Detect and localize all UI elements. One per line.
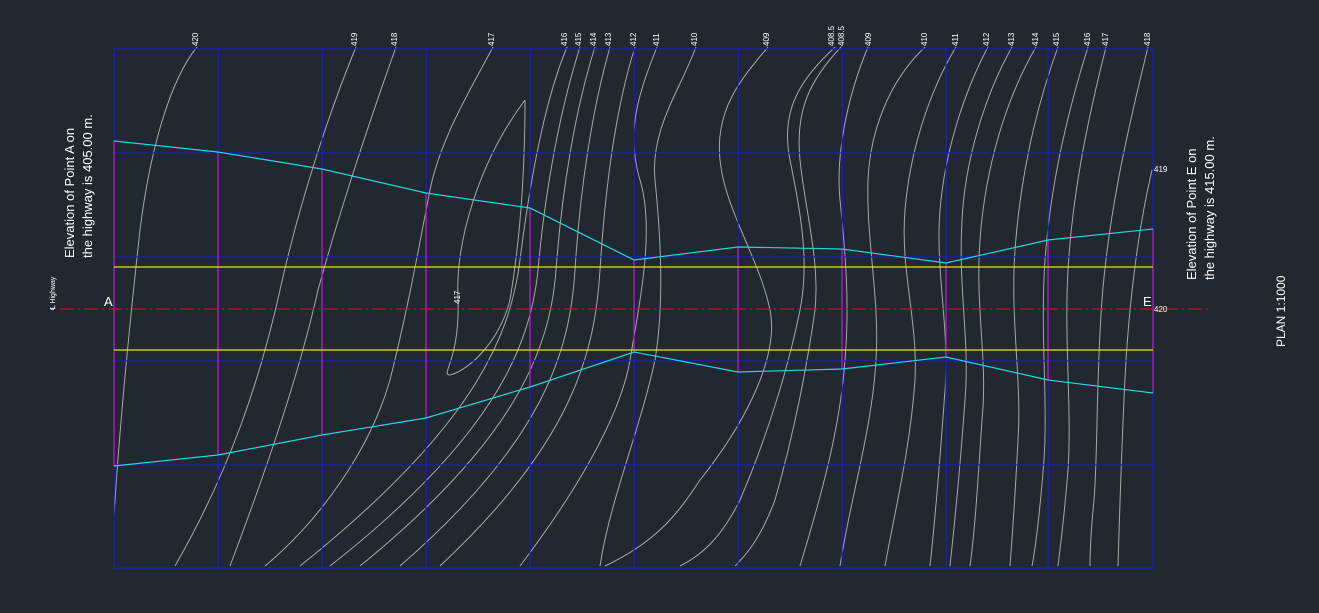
contour-line [1057, 46, 1107, 567]
plan-scale-label: PLAN 1:1000 [1274, 275, 1288, 347]
contour-elevation-label: 417 [487, 32, 496, 46]
contour-line [1089, 46, 1149, 567]
contour-label-419-right: 419 [1154, 165, 1168, 174]
note-point-e-line1: Elevation of Point E on [1184, 148, 1199, 280]
contour-elevation-label: 419 [350, 32, 359, 46]
point-e-label: E [1143, 294, 1152, 309]
contour-elevation-label: 408.5 [827, 25, 836, 46]
cut-fill-boundary-upper [113, 140, 1154, 264]
contour-elevation-label: 413 [1007, 32, 1016, 46]
contour-elevation-label: 412 [629, 32, 638, 46]
note-point-a-line2: the highway is 405.00 m. [80, 114, 95, 258]
contour-elevation-label: 416 [1083, 32, 1092, 46]
contour-line [604, 46, 772, 567]
contour-line [884, 46, 957, 567]
contour-elevation-label: 417 [1101, 32, 1110, 46]
contour-line [949, 46, 1013, 567]
contour-lines [113, 46, 1153, 567]
contour-line [174, 46, 357, 567]
contour-line [969, 46, 1037, 567]
contour-elevation-label: 416 [560, 32, 569, 46]
contour-line [839, 46, 926, 567]
contour-line [359, 46, 596, 567]
contour-elevation-labels: 420 419 418 417 416 415 414 413 412 411 410 409 408.… [191, 25, 1152, 46]
contour-line [299, 46, 568, 567]
contour-elevation-label: 418 [1143, 32, 1152, 46]
contour-line [799, 46, 869, 567]
contour-elevation-label: 415 [1052, 32, 1061, 46]
contour-elevation-label: 408.5 [837, 25, 846, 46]
contour-elevation-label: 409 [762, 32, 771, 46]
contour-elevation-label: 415 [574, 32, 583, 46]
contour-elevation-label: 413 [604, 32, 613, 46]
contour-line [929, 46, 989, 567]
contour-line [1031, 46, 1089, 567]
station-lines [113, 141, 1154, 466]
contour-elevation-label: 414 [589, 32, 598, 46]
contour-elevation-label: 409 [864, 32, 873, 46]
contour-line [229, 46, 397, 567]
contour-line [599, 46, 697, 567]
contour-label-417-mid: 417 [453, 290, 462, 304]
contour-line [519, 46, 658, 567]
cut-fill-boundary-lower [113, 351, 1154, 467]
note-point-a-line1: Elevation of Point A on [62, 128, 77, 258]
contour-line [734, 46, 842, 567]
centerline-label: ℄ Highway [50, 276, 57, 311]
contour-line [399, 46, 611, 567]
contour-line [446, 99, 526, 376]
note-point-e-line2: the highway is 415.00 m. [1202, 136, 1217, 280]
contour-elevation-label: 420 [191, 32, 200, 46]
contour-elevation-label: 412 [982, 32, 991, 46]
contour-line [113, 46, 198, 517]
contour-line [1009, 46, 1059, 567]
contour-line [264, 46, 494, 567]
contour-line [329, 46, 581, 567]
contour-elevation-label: 411 [652, 33, 661, 46]
contour-elevation-label: 411 [951, 33, 960, 46]
contour-line [439, 46, 636, 567]
contour-elevation-label: 410 [690, 32, 699, 46]
contour-elevation-label: 410 [920, 32, 929, 46]
contour-line [679, 46, 836, 567]
contour-label-420-right: 420 [1154, 305, 1168, 314]
point-a-label: A [104, 294, 113, 309]
contour-elevation-label: 418 [390, 32, 399, 46]
contour-elevation-label: 414 [1031, 32, 1040, 46]
